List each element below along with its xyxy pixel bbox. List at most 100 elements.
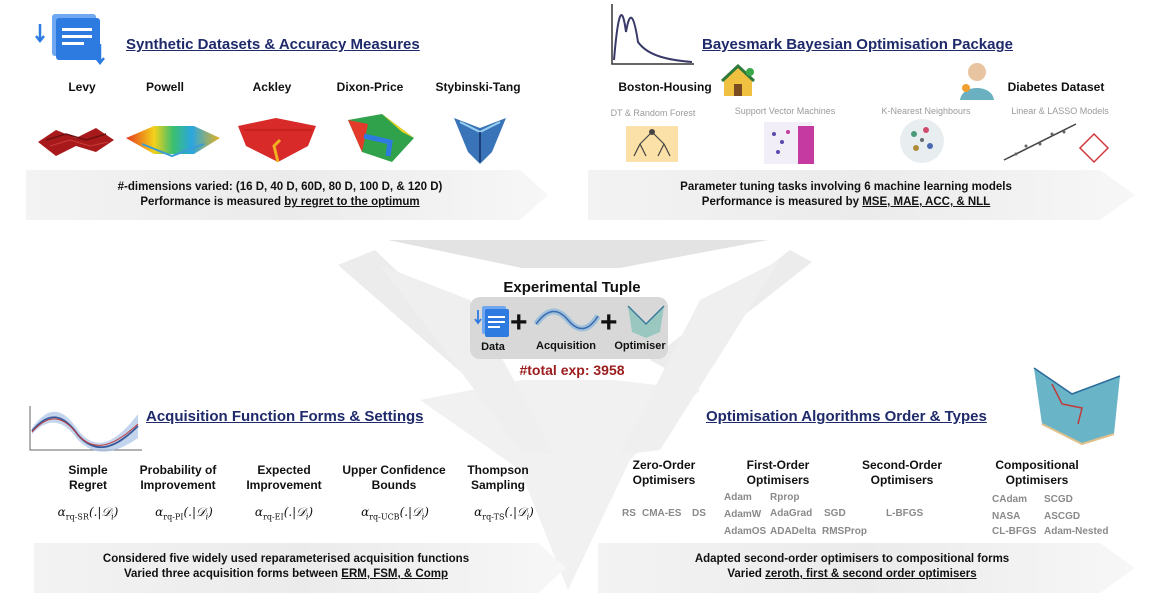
synthetic-banner-text: #-dimensions varied: (16 D, 40 D, 60D, 8… <box>40 180 520 210</box>
tuple-acquisition-icon <box>534 308 600 332</box>
opt-adamos: AdamOS <box>724 526 767 537</box>
acquisition-banner-line2: Varied three acquisition forms between E… <box>46 567 526 582</box>
acq-ei-line2: Improvement <box>246 478 322 492</box>
acq-ei-close: ) <box>308 505 314 519</box>
opt-rs: RS <box>622 508 636 519</box>
opt-sgd: SGD <box>824 508 846 519</box>
total-experiments: #total exp: 3958 <box>519 362 625 378</box>
tuple-optimiser-icon <box>627 305 665 338</box>
optimisation-banner-link: zeroth, first & second order optimisers <box>765 568 977 580</box>
function-label-dixon-price: Dixon-Price <box>336 80 404 94</box>
banner-synthetic-bg <box>26 170 548 220</box>
acq-ts-args: (.|𝒟 <box>504 505 527 519</box>
banner-bayesmark-bg <box>588 170 1135 220</box>
acquisition-banner-link: ERM, FSM, & Comp <box>341 568 448 580</box>
zero-order-line1: Zero-Order <box>632 458 696 472</box>
acq-ei-args: (.|𝒟 <box>283 505 306 519</box>
acq-pi-sub: rq-PI <box>163 512 184 522</box>
acq-ucb-args: (.|𝒟 <box>399 505 422 519</box>
opt-adadelta: ADADelta <box>770 526 817 537</box>
opt-cl-bfgs: CL-BFGS <box>992 526 1037 537</box>
acq-pi-formula: αrq-PI(.|𝒟i) <box>136 505 232 521</box>
function-label-stybinski-tang: Stybinski-Tang <box>435 80 521 94</box>
acq-ei-alpha: α <box>254 505 264 519</box>
second-order-line2: Optimisers <box>870 473 934 487</box>
acq-sr-line2: Regret <box>68 478 107 492</box>
acq-pi-args: (.|𝒟 <box>183 505 206 519</box>
acq-sr-label: Simple Regret <box>48 463 128 493</box>
model-label-linear: Linear & LASSO Models <box>1011 106 1109 116</box>
opt-adam: Adam <box>724 492 752 503</box>
acq-sr-line1: Simple <box>68 463 108 477</box>
acq-pi-close: ) <box>208 505 213 519</box>
decision-tree-icon <box>626 126 678 162</box>
bayesmark-banner-link: MSE, MAE, ACC, & NLL <box>862 196 991 208</box>
bayesmark-title: Bayesmark Bayesian Optimisation Package <box>702 36 1013 53</box>
acq-ts-label: Thompson Sampling <box>456 463 540 493</box>
opt-rprop: Rprop <box>770 492 800 503</box>
gaussian-process-icon <box>29 406 142 452</box>
dixon-price-surface-plot <box>348 114 414 162</box>
linear-lasso-icon <box>1003 123 1110 164</box>
top-funnel <box>388 240 768 268</box>
bottom-funnel <box>420 380 700 590</box>
tuple-optimiser-label: Optimiser <box>614 340 666 352</box>
bayesmark-banner-text: Parameter tuning tasks involving 6 machi… <box>606 180 1086 210</box>
opt-cma-es: CMA-ES <box>642 508 682 519</box>
levy-surface-plot <box>38 128 114 156</box>
opt-cadam: CAdam <box>992 494 1028 505</box>
acq-ucb-formula: αrq-UCB(.|𝒟i) <box>340 505 450 521</box>
synthetic-title: Synthetic Datasets & Accuracy Measures <box>126 36 420 53</box>
synthetic-banner-line1: #-dimensions varied: (16 D, 40 D, 60D, 8… <box>117 181 443 193</box>
function-label-powell: Powell <box>145 80 184 94</box>
tuple-title: Experimental Tuple <box>503 279 641 296</box>
compositional-line2: Optimisers <box>1005 473 1069 487</box>
powell-surface-plot <box>126 126 220 158</box>
banner-acq-bg <box>34 543 566 593</box>
acq-sr-alpha: α <box>57 505 66 519</box>
opt-rmsprop: RMSProp <box>822 526 867 537</box>
bayesmark-banner-line1: Parameter tuning tasks involving 6 machi… <box>680 181 1012 193</box>
opt-adagrad: AdaGrad <box>770 508 813 519</box>
optimisation-title: Optimisation Algorithms Order & Types <box>706 408 987 425</box>
acq-sr-index: i <box>111 512 114 522</box>
acq-ucb-line2: Bounds <box>371 478 417 492</box>
banner-opt-bg <box>598 543 1135 593</box>
acq-ei-formula: αrq-EI(.|𝒟i) <box>236 505 332 521</box>
acq-ucb-label: Upper Confidence Bounds <box>334 463 454 493</box>
synthetic-banner-link: by regret to the optimum <box>284 196 420 208</box>
acq-ts-alpha: α <box>474 505 483 519</box>
function-label-ackley: Ackley <box>252 80 292 94</box>
acquisition-banner-text: Considered five widely used reparameteri… <box>46 552 526 582</box>
first-order-header: First-Order Optimisers <box>728 458 828 488</box>
optimisation-banner-prefix: Varied <box>727 568 766 580</box>
optimisation-banner-line1: Adapted second-order optimisers to compo… <box>694 553 1010 565</box>
model-label-knn: K-Nearest Neighbours <box>881 106 971 116</box>
house-icon <box>720 64 756 96</box>
opt-nasa: NASA <box>992 511 1021 522</box>
tuple-data-icon <box>474 306 509 337</box>
compositional-header: Compositional Optimisers <box>982 458 1092 488</box>
second-order-line1: Second-Order <box>861 458 942 472</box>
dataset-label-boston: Boston-Housing <box>618 80 712 94</box>
knn-icon <box>900 119 944 163</box>
opt-scgd: SCGD <box>1044 494 1073 505</box>
stybinski-tang-surface-plot <box>454 118 506 164</box>
opt-ascgd: ASCGD <box>1044 511 1081 522</box>
acq-ei-sub: rq-EI <box>263 512 284 522</box>
acq-ei-index: i <box>305 512 309 522</box>
tuple-data-label: Data <box>481 341 505 353</box>
bottom-funnel-right <box>620 260 780 455</box>
acquisition-banner-prefix: Varied three acquisition forms between <box>124 568 342 580</box>
acq-ts-line1: Thompson <box>467 463 529 477</box>
acq-ts-line2: Sampling <box>470 478 525 492</box>
model-label-svm: Support Vector Machines <box>734 106 836 116</box>
function-label-levy: Levy <box>68 80 96 94</box>
acquisition-banner-line1: Considered five widely used reparameteri… <box>102 553 470 565</box>
acq-sr-close: ) <box>113 505 119 519</box>
acq-ts-index: i <box>526 512 530 522</box>
model-label-dt: DT & Random Forest <box>610 108 696 118</box>
plus-icon-1: + <box>510 306 528 339</box>
person-icon <box>960 63 994 100</box>
